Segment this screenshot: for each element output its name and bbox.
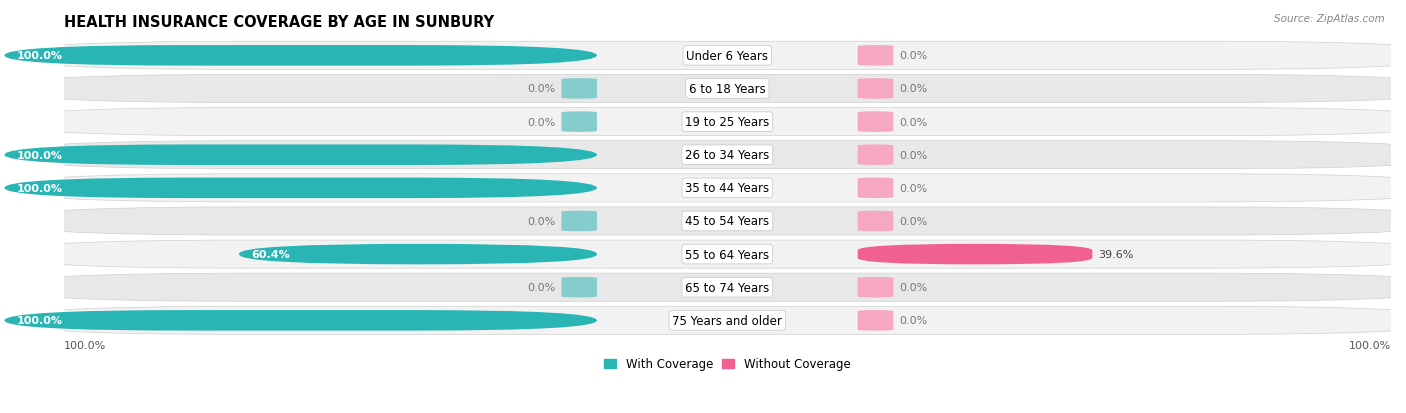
Text: 0.0%: 0.0% [900,150,928,160]
FancyBboxPatch shape [561,79,598,100]
FancyBboxPatch shape [858,277,893,298]
FancyBboxPatch shape [858,310,893,331]
Text: 0.0%: 0.0% [527,216,555,226]
Text: 100.0%: 100.0% [17,183,62,193]
Text: 100.0%: 100.0% [17,51,62,61]
Text: 100.0%: 100.0% [17,150,62,160]
FancyBboxPatch shape [0,207,1406,235]
Text: 100.0%: 100.0% [1348,340,1391,350]
Text: 0.0%: 0.0% [900,117,928,127]
Text: Source: ZipAtlas.com: Source: ZipAtlas.com [1274,14,1385,24]
Text: 75 Years and older: 75 Years and older [672,314,782,327]
FancyBboxPatch shape [4,145,598,166]
FancyBboxPatch shape [0,141,1406,169]
Text: 0.0%: 0.0% [900,282,928,292]
FancyBboxPatch shape [239,244,598,265]
Text: 0.0%: 0.0% [900,51,928,61]
Text: 0.0%: 0.0% [527,282,555,292]
Text: 100.0%: 100.0% [17,316,62,325]
Text: 0.0%: 0.0% [900,183,928,193]
Text: 100.0%: 100.0% [63,340,105,350]
FancyBboxPatch shape [0,273,1406,301]
FancyBboxPatch shape [0,42,1406,70]
FancyBboxPatch shape [0,108,1406,136]
Legend: With Coverage, Without Coverage: With Coverage, Without Coverage [599,353,855,375]
Text: 55 to 64 Years: 55 to 64 Years [685,248,769,261]
FancyBboxPatch shape [858,112,893,133]
Text: 60.4%: 60.4% [250,249,290,259]
FancyBboxPatch shape [561,277,598,298]
FancyBboxPatch shape [0,240,1406,268]
Text: 6 to 18 Years: 6 to 18 Years [689,83,766,96]
Text: Under 6 Years: Under 6 Years [686,50,768,63]
FancyBboxPatch shape [561,211,598,232]
Text: 39.6%: 39.6% [1098,249,1133,259]
Text: 65 to 74 Years: 65 to 74 Years [685,281,769,294]
FancyBboxPatch shape [0,75,1406,103]
Text: 19 to 25 Years: 19 to 25 Years [685,116,769,129]
Text: 0.0%: 0.0% [900,316,928,325]
FancyBboxPatch shape [4,178,598,199]
Text: 45 to 54 Years: 45 to 54 Years [685,215,769,228]
FancyBboxPatch shape [0,306,1406,335]
FancyBboxPatch shape [858,244,1092,265]
FancyBboxPatch shape [858,178,893,199]
Text: 26 to 34 Years: 26 to 34 Years [685,149,769,162]
FancyBboxPatch shape [858,145,893,166]
FancyBboxPatch shape [858,79,893,100]
Text: 0.0%: 0.0% [900,84,928,94]
FancyBboxPatch shape [858,46,893,66]
Text: 35 to 44 Years: 35 to 44 Years [685,182,769,195]
FancyBboxPatch shape [4,310,598,331]
FancyBboxPatch shape [0,174,1406,202]
Text: 0.0%: 0.0% [527,117,555,127]
FancyBboxPatch shape [561,112,598,133]
Text: 0.0%: 0.0% [527,84,555,94]
Text: HEALTH INSURANCE COVERAGE BY AGE IN SUNBURY: HEALTH INSURANCE COVERAGE BY AGE IN SUNB… [63,15,494,30]
Text: 0.0%: 0.0% [900,216,928,226]
FancyBboxPatch shape [4,46,598,66]
FancyBboxPatch shape [858,211,893,232]
